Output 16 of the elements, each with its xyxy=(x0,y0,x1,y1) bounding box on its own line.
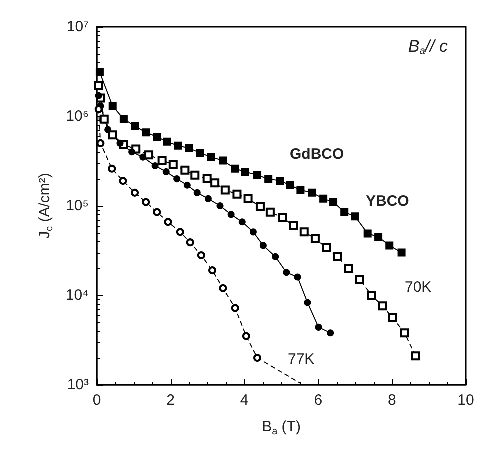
y-tick-label: 10⁶ xyxy=(66,108,89,125)
y-tick-label: 10³ xyxy=(67,376,89,394)
x-tick-label: 6 xyxy=(314,392,323,409)
y-axis-title: Jc (A/cm²) xyxy=(36,173,56,239)
annotation: YBCO xyxy=(366,193,410,210)
y-tick-label: 10⁴ xyxy=(66,287,89,304)
annotation: 70K xyxy=(405,279,432,296)
y-tick-label: 10⁷ xyxy=(66,18,89,36)
x-tick-label: 8 xyxy=(388,392,396,409)
x-tick-label: 4 xyxy=(240,392,249,409)
x-tick-label: 0 xyxy=(92,392,102,409)
x-tick-label: 2 xyxy=(166,392,175,409)
annotation: 77K xyxy=(288,351,315,368)
y-tick-label: 10⁵ xyxy=(66,198,89,214)
annotation: GdBCO xyxy=(290,146,344,163)
x-tick-label: 10 xyxy=(458,392,474,409)
